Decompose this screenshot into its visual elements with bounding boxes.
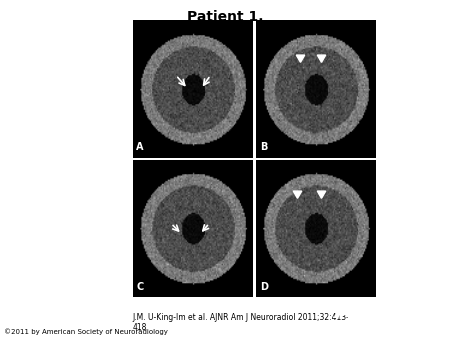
Text: D: D [260,282,268,292]
Text: ©2011 by American Society of Neuroradiology: ©2011 by American Society of Neuroradiol… [4,328,168,335]
Text: A: A [136,142,144,152]
Text: AJNR: AJNR [335,299,404,323]
Text: AMERICAN JOURNAL OF NEURORADIOLOGY: AMERICAN JOURNAL OF NEURORADIOLOGY [323,324,416,328]
Text: B: B [260,142,267,152]
Text: J.M. U-King-Im et al. AJNR Am J Neuroradiol 2011;32:413–
418: J.M. U-King-Im et al. AJNR Am J Neurorad… [133,313,351,332]
Text: C: C [136,282,144,292]
Text: Patient 1.: Patient 1. [187,10,263,24]
